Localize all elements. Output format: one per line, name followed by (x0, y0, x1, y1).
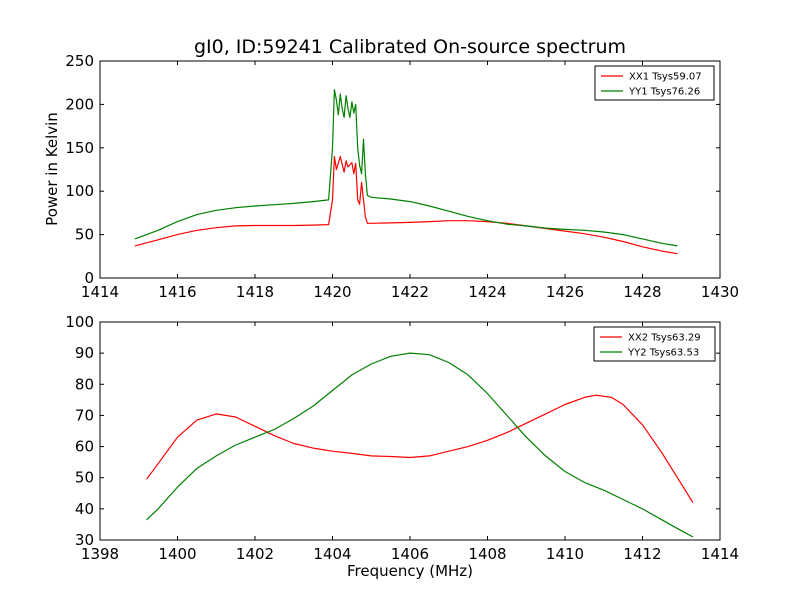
x-tick-label: 1416 (158, 283, 196, 301)
y-tick-label: 50 (75, 469, 94, 487)
bottom-panel: 1398 1400 1402 1404 1406 1408 1410 1412 1414 30 40… (65, 313, 739, 563)
series-line-2-2 (146, 352, 694, 538)
y-tick-label: 90 (75, 344, 94, 362)
x-tick-label: 1426 (546, 283, 584, 301)
chart-title: gI0, ID:59241 Calibrated On-source spect… (194, 36, 626, 58)
legend-label: YY1 Tsys76.26 (628, 87, 700, 98)
x-tick-label: 1424 (468, 283, 506, 301)
x-tick-label: 1412 (623, 545, 661, 563)
legend-box (594, 65, 715, 101)
y-tick-label: 0 (84, 269, 94, 287)
legend-label: YY2 Tsys63.53 (627, 348, 699, 359)
x-tick-label: 1404 (313, 545, 351, 563)
series-line-1-2 (134, 88, 678, 247)
y-tick-label: 100 (65, 182, 94, 200)
y-tick-label: 40 (75, 500, 94, 518)
x-tick-label: 1414 (701, 545, 739, 563)
y-tick-label: 30 (75, 531, 94, 549)
legend: XX1 Tsys59.07 YY1 Tsys76.26 (594, 65, 715, 101)
x-tick-label: 1418 (236, 283, 274, 301)
legend-box (593, 326, 716, 362)
x-tick-label: 1398 (81, 545, 119, 563)
x-tick-label: 1400 (158, 545, 196, 563)
x-tick-label: 1414 (81, 283, 119, 301)
x-axis-label: Frequency (MHz) (347, 562, 473, 580)
y-tick-label: 80 (75, 375, 94, 393)
y-tick-label: 250 (65, 52, 94, 70)
y-tick-label: 50 (75, 226, 94, 244)
legend: XX2 Tsys63.29 YY2 Tsys63.53 (593, 326, 716, 362)
series-line-2-1 (146, 394, 694, 503)
legend-label: XX2 Tsys63.29 (628, 333, 701, 344)
top-panel: 1414 1416 1418 1420 1422 1424 1426 1428 1430 0 50 1… (65, 52, 739, 301)
y-axis-label: Power in Kelvin (43, 112, 61, 226)
y-tick-label: 70 (75, 406, 94, 424)
x-tick-label: 1406 (391, 545, 429, 563)
x-tick-label: 1420 (313, 283, 351, 301)
x-tick-label: 1428 (623, 283, 661, 301)
y-tick-label: 100 (65, 313, 94, 331)
x-tick-label: 1422 (391, 283, 429, 301)
y-tick-label: 60 (75, 438, 94, 456)
y-tick-label: 200 (65, 95, 94, 113)
legend-label: XX1 Tsys59.07 (629, 72, 702, 83)
x-tick-label: 1402 (236, 545, 274, 563)
y-tick-label: 150 (65, 139, 94, 157)
x-tick-label: 1410 (546, 545, 584, 563)
x-tick-label: 1408 (468, 545, 506, 563)
x-tick-label: 1430 (701, 283, 739, 301)
